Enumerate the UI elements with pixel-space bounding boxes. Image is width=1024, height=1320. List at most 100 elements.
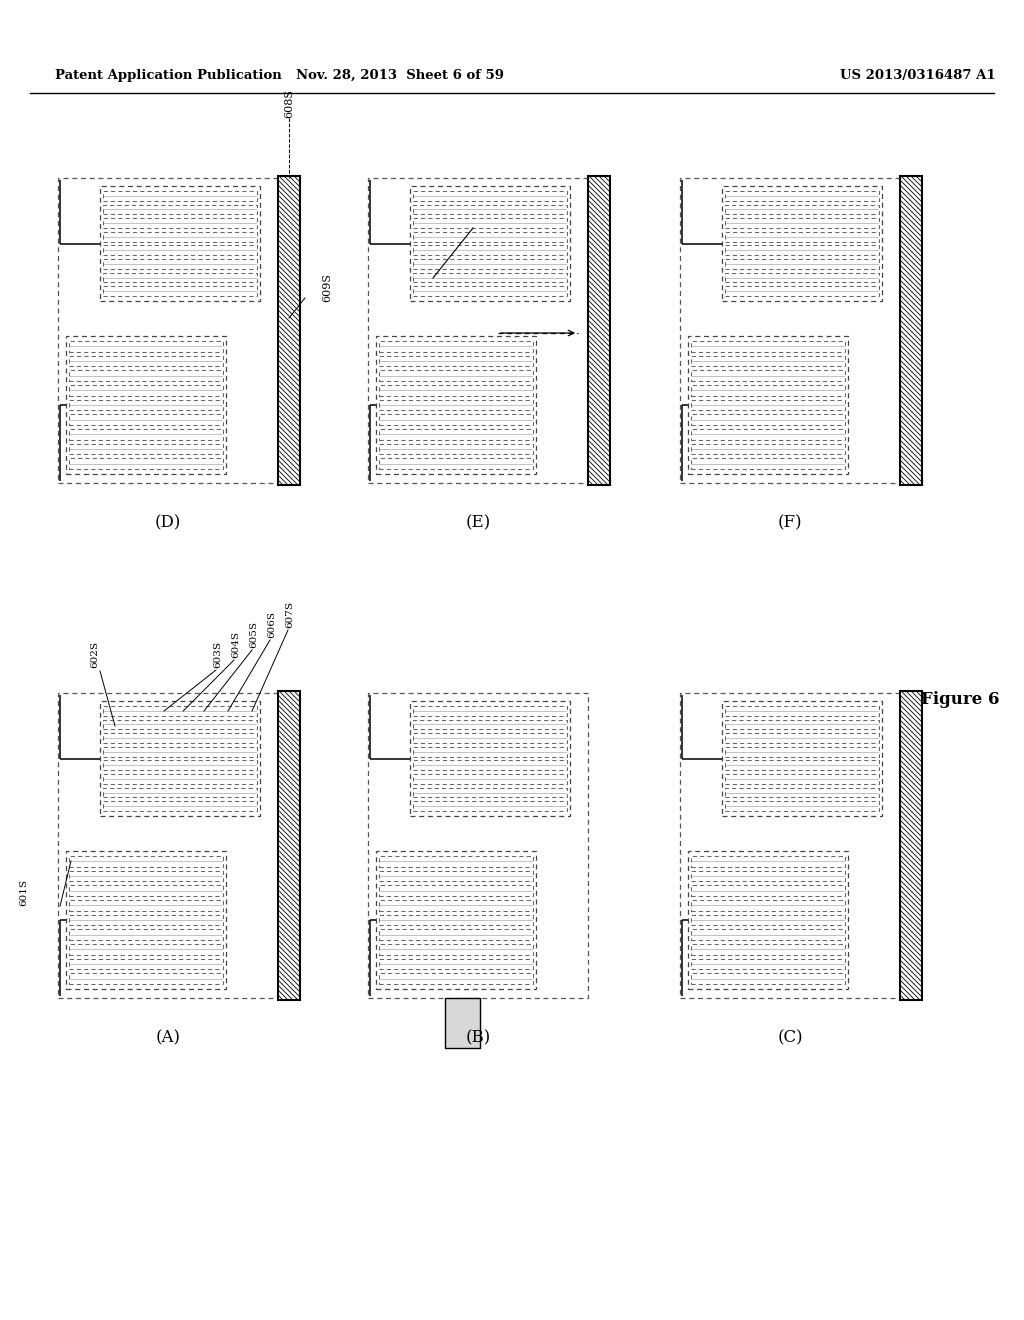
Bar (725, 218, 879, 228)
Bar (900, 690, 922, 1001)
Bar (691, 414, 845, 425)
Bar (691, 385, 845, 396)
Bar (725, 232, 879, 242)
Bar (69, 944, 223, 954)
Bar (379, 429, 534, 440)
Bar (69, 871, 223, 882)
Bar (413, 747, 567, 756)
Bar (691, 371, 845, 381)
Bar (368, 178, 588, 483)
Bar (691, 341, 845, 351)
Bar (413, 760, 567, 770)
Text: US 2013/0316487 A1: US 2013/0316487 A1 (840, 69, 995, 82)
Bar (413, 259, 567, 269)
Bar (278, 176, 300, 484)
Bar (725, 760, 879, 770)
Bar (379, 929, 534, 940)
Bar (725, 205, 879, 214)
Bar (691, 857, 845, 867)
Bar (103, 747, 257, 756)
Bar (69, 414, 223, 425)
Bar (69, 341, 223, 351)
Bar (379, 400, 534, 411)
Bar (725, 273, 879, 282)
Bar (103, 232, 257, 242)
Bar (103, 218, 257, 228)
Bar (376, 337, 536, 474)
Bar (379, 444, 534, 454)
Bar (69, 444, 223, 454)
Text: 602S: 602S (90, 642, 99, 668)
Bar (725, 774, 879, 784)
Bar (445, 998, 480, 1048)
Bar (379, 944, 534, 954)
Bar (103, 273, 257, 282)
Bar (103, 259, 257, 269)
Bar (69, 400, 223, 411)
Bar (69, 900, 223, 911)
Text: (F): (F) (777, 515, 803, 532)
Bar (413, 733, 567, 743)
Bar (725, 246, 879, 255)
Bar (691, 444, 845, 454)
Bar (691, 871, 845, 882)
Bar (722, 701, 882, 816)
Bar (69, 929, 223, 940)
Bar (725, 706, 879, 715)
Bar (103, 706, 257, 715)
Text: (D): (D) (155, 515, 181, 532)
Bar (691, 900, 845, 911)
Bar (379, 458, 534, 469)
Bar (379, 341, 534, 351)
Bar (691, 355, 845, 366)
Text: 607S: 607S (285, 601, 294, 628)
Bar (379, 355, 534, 366)
Bar (66, 337, 226, 474)
Bar (103, 760, 257, 770)
Bar (379, 958, 534, 969)
Bar (103, 788, 257, 797)
Bar (725, 719, 879, 730)
Bar (69, 915, 223, 925)
Bar (413, 774, 567, 784)
Bar (722, 186, 882, 301)
Bar (688, 337, 848, 474)
Bar (725, 286, 879, 296)
Bar (413, 801, 567, 810)
Bar (69, 973, 223, 983)
Text: Patent Application Publication: Patent Application Publication (55, 69, 282, 82)
Bar (379, 886, 534, 896)
Bar (691, 400, 845, 411)
Text: 604S: 604S (231, 631, 240, 657)
Bar (103, 733, 257, 743)
Bar (725, 259, 879, 269)
Bar (103, 246, 257, 255)
Bar (69, 371, 223, 381)
Bar (413, 232, 567, 242)
Bar (413, 246, 567, 255)
Bar (691, 915, 845, 925)
Text: (C): (C) (777, 1030, 803, 1047)
Bar (725, 788, 879, 797)
Bar (688, 851, 848, 989)
Bar (691, 458, 845, 469)
Bar (100, 701, 260, 816)
Bar (588, 176, 610, 484)
Bar (379, 900, 534, 911)
Text: Nov. 28, 2013  Sheet 6 of 59: Nov. 28, 2013 Sheet 6 of 59 (296, 69, 504, 82)
Bar (413, 719, 567, 730)
Bar (103, 205, 257, 214)
Bar (725, 191, 879, 201)
Text: 601S: 601S (19, 879, 28, 906)
Bar (103, 191, 257, 201)
Bar (691, 886, 845, 896)
Bar (413, 273, 567, 282)
Bar (691, 944, 845, 954)
Bar (725, 733, 879, 743)
Bar (379, 915, 534, 925)
Bar (58, 693, 278, 998)
Bar (103, 719, 257, 730)
Bar (379, 857, 534, 867)
Bar (69, 458, 223, 469)
Bar (69, 857, 223, 867)
